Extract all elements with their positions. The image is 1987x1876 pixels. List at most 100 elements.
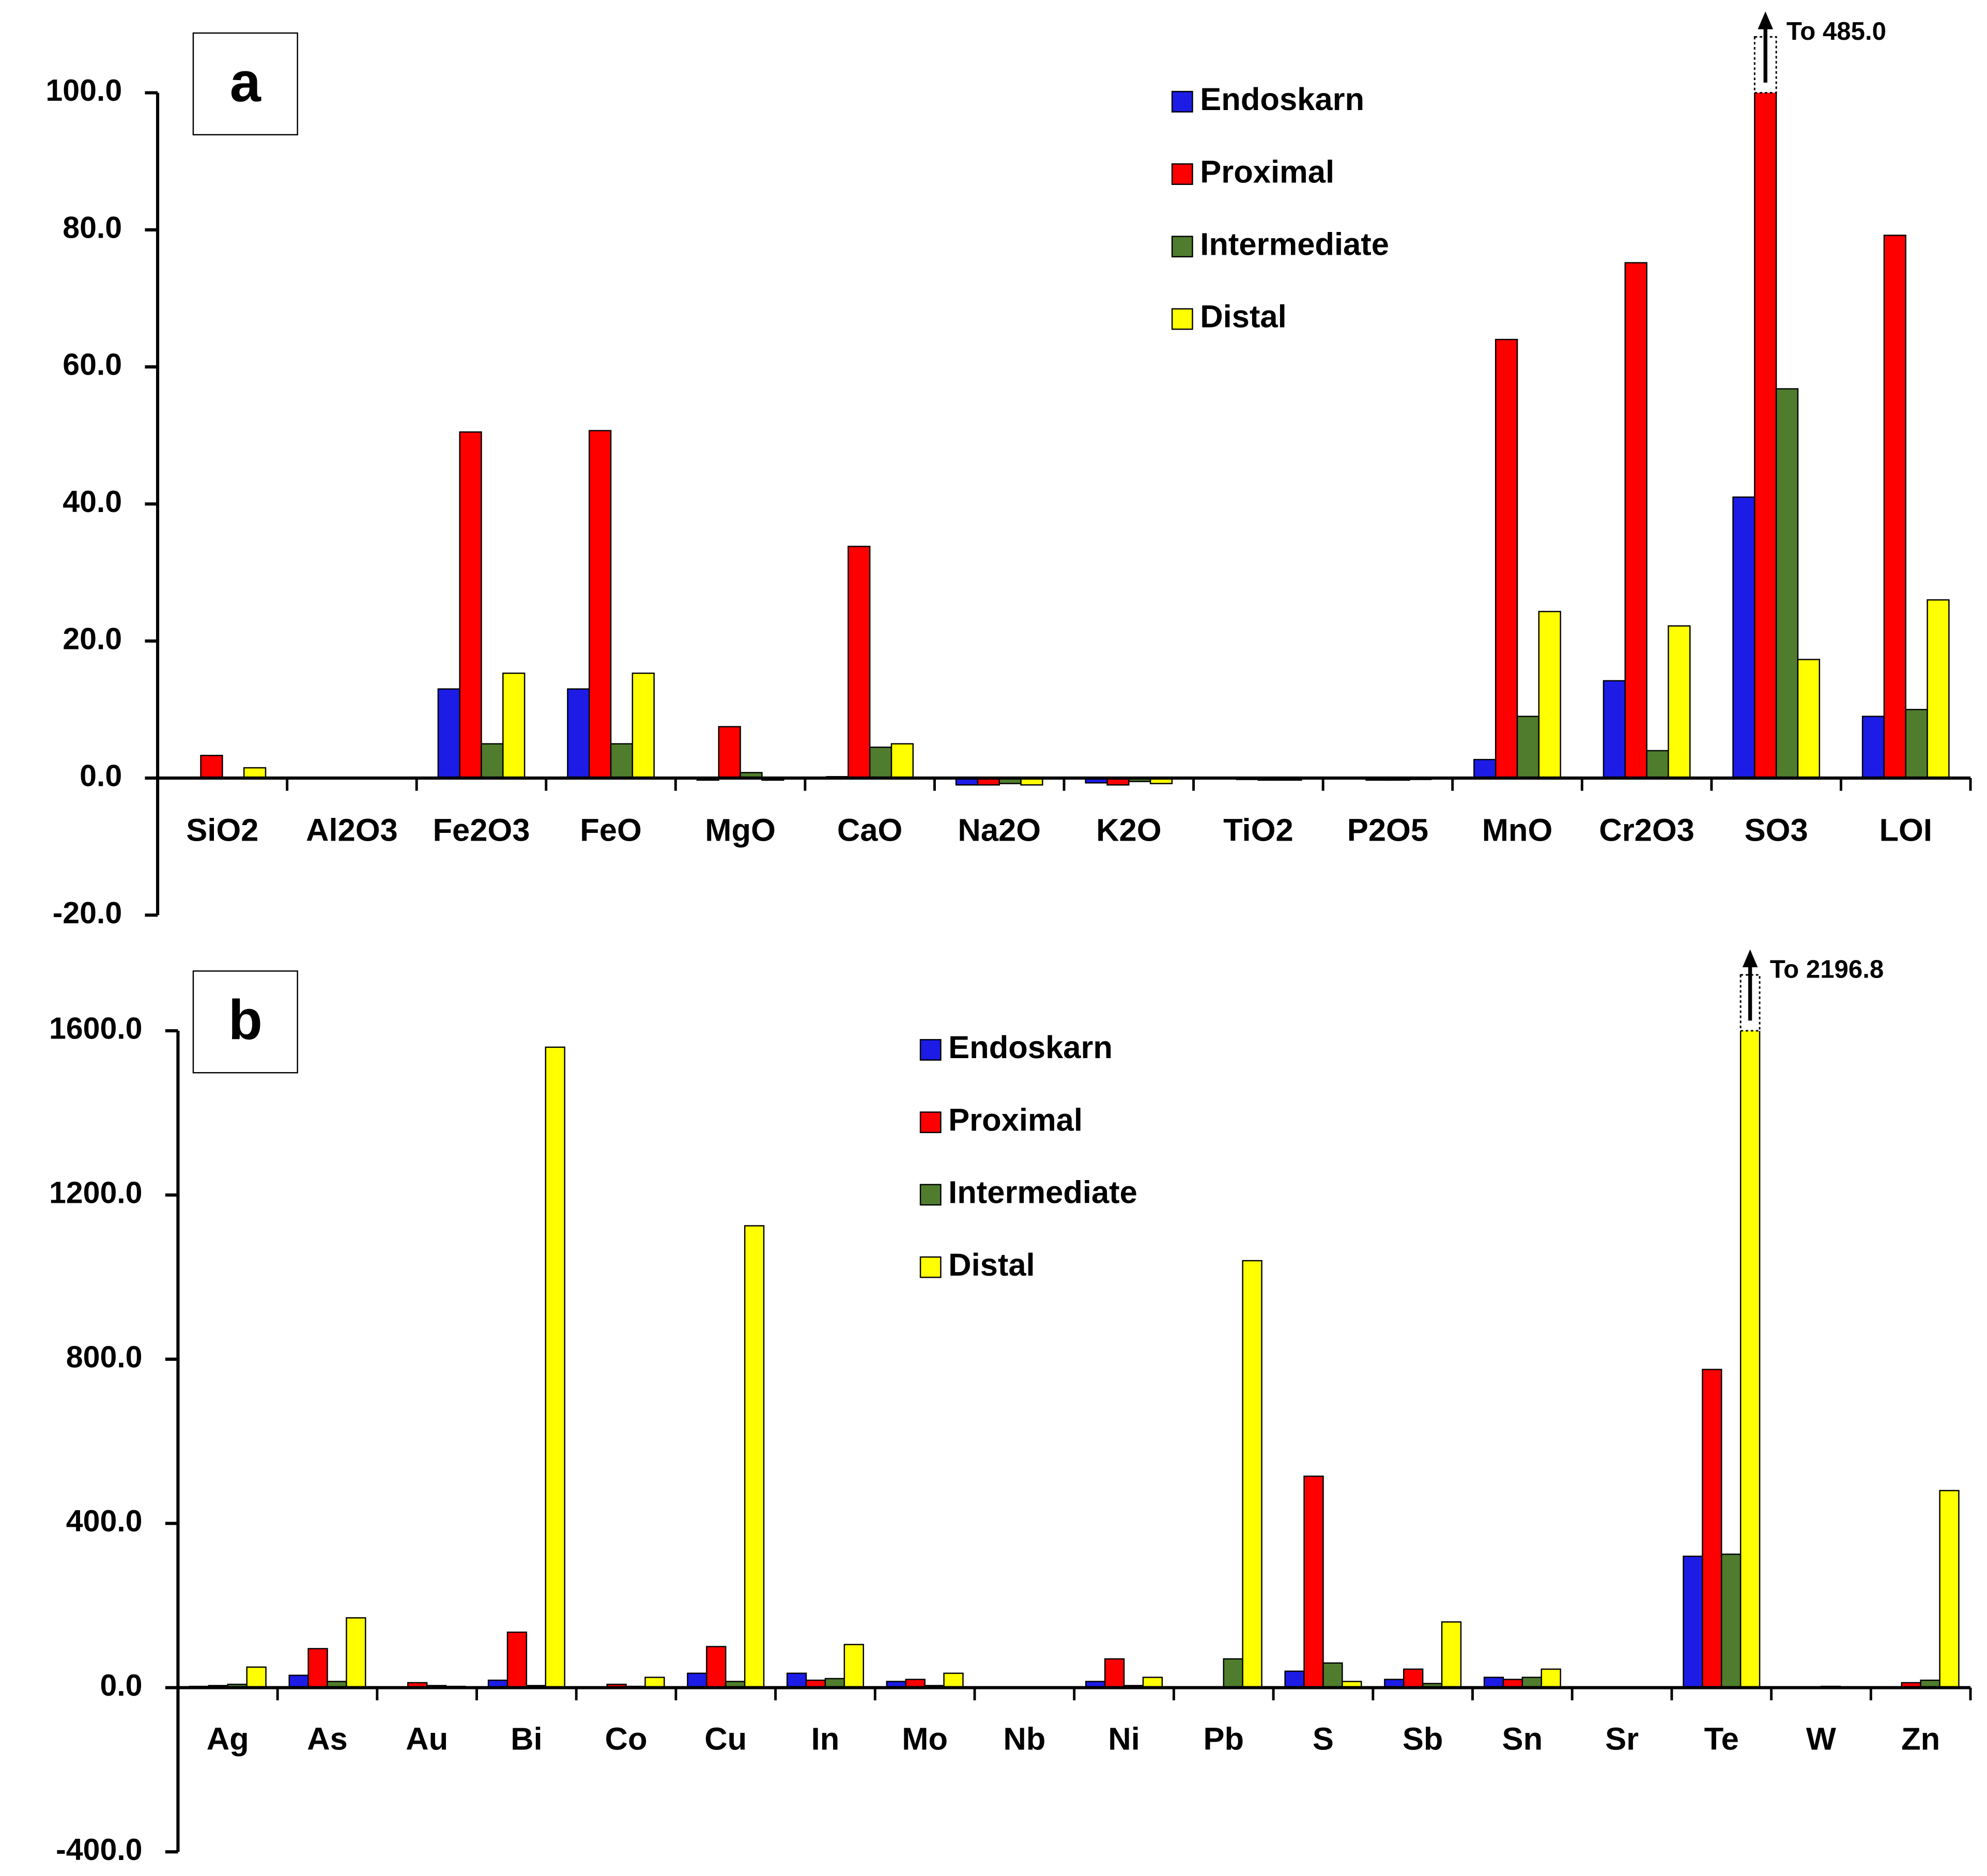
y-tick-label: 20.0 bbox=[63, 622, 122, 656]
legend-label: Intermediate bbox=[1200, 227, 1389, 262]
bar bbox=[307, 1648, 328, 1688]
x-tick-label: Zn bbox=[1901, 1721, 1940, 1757]
x-tick-label: Al2O3 bbox=[306, 813, 398, 848]
bar bbox=[706, 1646, 727, 1688]
bar bbox=[744, 1225, 765, 1688]
bar bbox=[1473, 758, 1497, 779]
x-tick-label: Na2O bbox=[958, 813, 1041, 848]
bar bbox=[1739, 1031, 1761, 1688]
bar bbox=[346, 1617, 366, 1688]
overflow-box bbox=[1739, 974, 1761, 1032]
legend-swatch bbox=[1171, 308, 1193, 330]
arrow-head bbox=[1742, 949, 1758, 968]
x-tick-label: Sb bbox=[1403, 1721, 1443, 1757]
x-tick-label: Pb bbox=[1203, 1721, 1244, 1757]
legend-swatch bbox=[919, 1256, 942, 1278]
x-tick-label: In bbox=[811, 1721, 840, 1757]
x-tick-label: As bbox=[307, 1721, 348, 1757]
legend-swatch bbox=[1171, 236, 1193, 258]
bar bbox=[506, 1631, 528, 1688]
x-tick-label: P2O5 bbox=[1347, 813, 1428, 848]
panel-box bbox=[192, 970, 298, 1074]
legend-swatch bbox=[1171, 163, 1193, 185]
bar bbox=[1883, 235, 1906, 779]
bar bbox=[890, 743, 914, 779]
bar bbox=[631, 672, 655, 779]
y-tick-label: 800.0 bbox=[66, 1340, 143, 1374]
bar bbox=[1905, 709, 1928, 779]
legend-label: Distal bbox=[1200, 299, 1286, 335]
x-tick-label: MgO bbox=[705, 813, 776, 848]
bar bbox=[718, 726, 741, 779]
bar bbox=[437, 688, 460, 779]
bar bbox=[1242, 1260, 1262, 1688]
x-tick-label: Mo bbox=[902, 1721, 948, 1757]
bar bbox=[1939, 1490, 1960, 1688]
x-tick-label: SO3 bbox=[1745, 813, 1808, 848]
bar bbox=[1646, 750, 1669, 779]
legend-label: Endoskarn bbox=[1200, 82, 1364, 117]
legend-swatch bbox=[1171, 90, 1193, 113]
x-tick-label: Au bbox=[406, 1721, 448, 1757]
bar bbox=[1624, 262, 1647, 779]
x-tick-label: MnO bbox=[1482, 813, 1553, 848]
bar bbox=[246, 1666, 267, 1688]
y-tick-label: 1600.0 bbox=[49, 1012, 143, 1046]
bar bbox=[786, 1672, 807, 1688]
legend-label: Endoskarn bbox=[948, 1030, 1113, 1065]
bar bbox=[1683, 1555, 1703, 1688]
x-tick-label: Fe2O3 bbox=[433, 813, 530, 848]
bar bbox=[1538, 611, 1561, 779]
bar bbox=[1754, 92, 1777, 779]
bar bbox=[1104, 1658, 1125, 1688]
legend-label: Distal bbox=[948, 1247, 1035, 1283]
bar bbox=[1441, 1621, 1462, 1688]
y-tick-label: 80.0 bbox=[63, 210, 122, 244]
plot bbox=[189, 1031, 1960, 1688]
bar bbox=[1322, 1662, 1343, 1688]
bar bbox=[1775, 388, 1799, 779]
legend-label: Proximal bbox=[948, 1102, 1083, 1138]
bar bbox=[1797, 659, 1821, 779]
x-tick-label: Te bbox=[1704, 1721, 1739, 1757]
legend-swatch bbox=[919, 1039, 942, 1061]
annotation: To 485.0 bbox=[1786, 17, 1886, 45]
x-tick-label: Cr2O3 bbox=[1599, 813, 1695, 848]
bar bbox=[1732, 496, 1755, 779]
x-tick-label: Ni bbox=[1108, 1721, 1140, 1757]
bar bbox=[1223, 1658, 1243, 1688]
x-tick-label: W bbox=[1806, 1721, 1836, 1757]
x-tick-label: FeO bbox=[580, 813, 642, 848]
x-tick-label: Sn bbox=[1502, 1721, 1543, 1757]
legend-swatch bbox=[919, 1184, 942, 1206]
bar bbox=[502, 672, 526, 779]
bar bbox=[1541, 1668, 1561, 1688]
bar bbox=[481, 743, 504, 779]
bar bbox=[1495, 338, 1518, 779]
bar bbox=[288, 1675, 309, 1688]
x-tick-label: Nb bbox=[1003, 1721, 1045, 1757]
bar bbox=[567, 688, 590, 779]
x-tick-label: Bi bbox=[511, 1721, 542, 1757]
x-tick-label: K2O bbox=[1096, 813, 1161, 848]
bar bbox=[1668, 625, 1691, 779]
bar bbox=[687, 1672, 707, 1688]
y-tick-label: -400.0 bbox=[56, 1833, 142, 1867]
bar bbox=[588, 430, 612, 779]
bar bbox=[1403, 1668, 1424, 1688]
bar bbox=[545, 1046, 565, 1688]
panel-box bbox=[192, 32, 298, 136]
panel-label: b bbox=[228, 988, 263, 1051]
x-tick-label: S bbox=[1313, 1721, 1334, 1757]
x-tick-label: CaO bbox=[837, 813, 902, 848]
plot bbox=[200, 92, 1950, 786]
bar bbox=[869, 747, 892, 779]
bar bbox=[848, 546, 871, 779]
bar bbox=[1603, 680, 1626, 779]
bar bbox=[459, 431, 482, 779]
y-tick-label: 100.0 bbox=[45, 73, 122, 107]
bar bbox=[200, 754, 223, 779]
legend-label: Intermediate bbox=[948, 1175, 1137, 1211]
bar bbox=[943, 1672, 964, 1688]
